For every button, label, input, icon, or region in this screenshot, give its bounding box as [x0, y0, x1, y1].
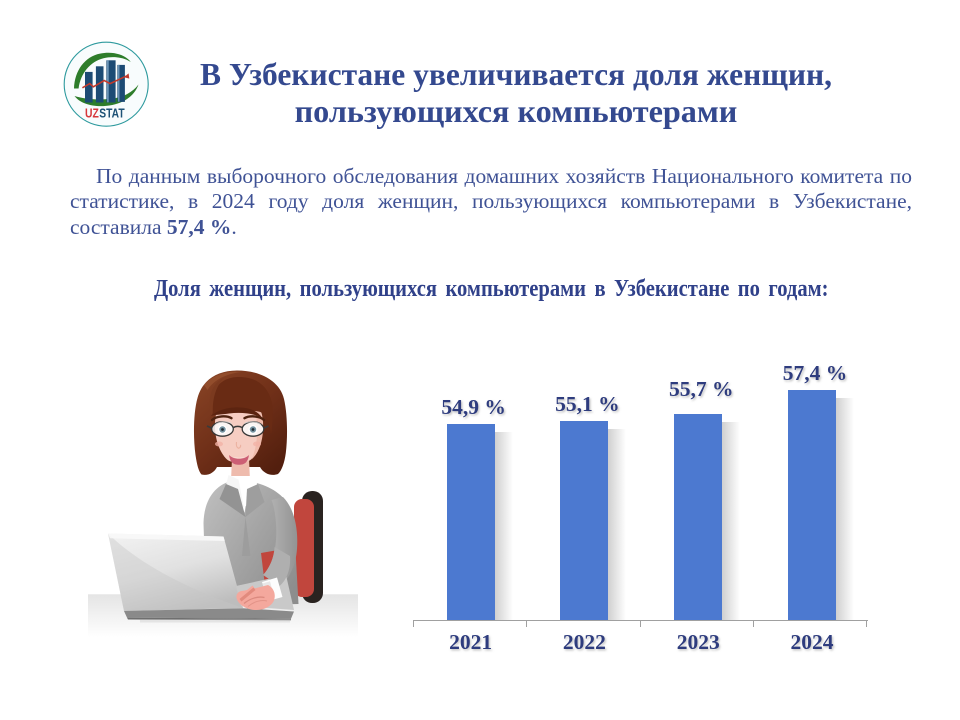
- svg-text:STAT: STAT: [99, 106, 124, 121]
- svg-text:UZ: UZ: [85, 106, 99, 121]
